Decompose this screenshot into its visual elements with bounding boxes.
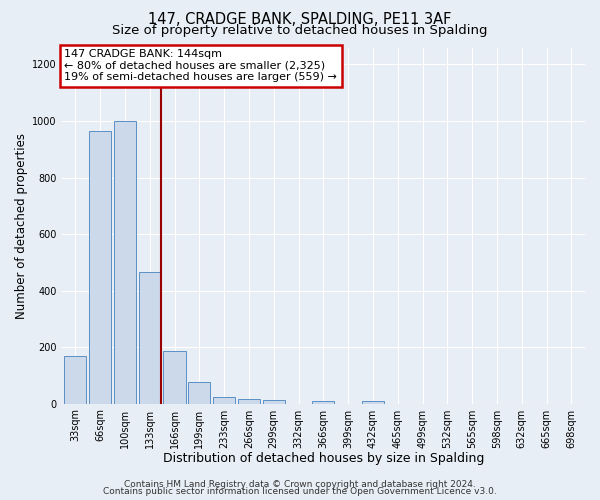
Bar [188, 382, 211, 404]
Text: Contains public sector information licensed under the Open Government Licence v3: Contains public sector information licen… [103, 487, 497, 496]
Bar [238, 400, 260, 404]
Bar [64, 356, 86, 404]
Text: 147, CRADGE BANK, SPALDING, PE11 3AF: 147, CRADGE BANK, SPALDING, PE11 3AF [148, 12, 452, 28]
X-axis label: Distribution of detached houses by size in Spalding: Distribution of detached houses by size … [163, 452, 484, 465]
Bar [163, 352, 185, 404]
Bar [89, 131, 111, 404]
Bar [213, 396, 235, 404]
Bar [114, 121, 136, 404]
Text: 147 CRADGE BANK: 144sqm
← 80% of detached houses are smaller (2,325)
19% of semi: 147 CRADGE BANK: 144sqm ← 80% of detache… [64, 50, 337, 82]
Text: Contains HM Land Registry data © Crown copyright and database right 2024.: Contains HM Land Registry data © Crown c… [124, 480, 476, 489]
Bar [263, 400, 285, 404]
Bar [139, 272, 161, 404]
Bar [362, 401, 384, 404]
Bar [312, 401, 334, 404]
Text: Size of property relative to detached houses in Spalding: Size of property relative to detached ho… [112, 24, 488, 37]
Y-axis label: Number of detached properties: Number of detached properties [15, 132, 28, 318]
